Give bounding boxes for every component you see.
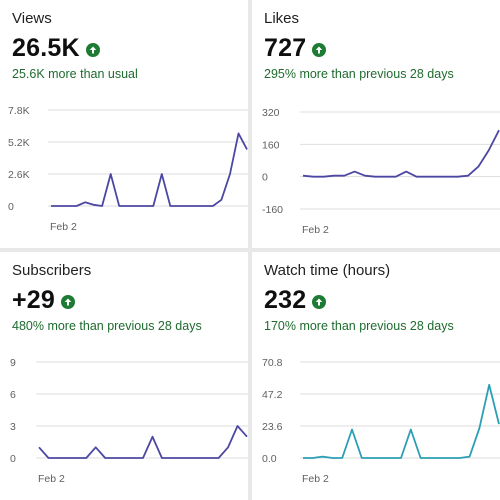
watch-time-comparison-note: 170% more than previous 28 days (264, 319, 454, 333)
likes-value: 727 (264, 34, 307, 62)
series-line (51, 132, 248, 207)
y-tick-label: 0 (10, 453, 16, 465)
y-tick-label: 6 (10, 389, 16, 401)
series-line (38, 425, 248, 459)
y-tick-label: 3 (10, 421, 16, 433)
views-value: 26.5K (12, 34, 80, 62)
views-chart: 7.8K 5.2K 2.6K 0 Feb 2 (8, 105, 248, 233)
subscribers-card[interactable]: Subscribers +29 480% more than previous … (0, 252, 248, 500)
y-tick-label: 9 (10, 357, 16, 369)
x-tick-label: Feb 2 (302, 224, 329, 236)
y-tick-label: 0.0 (262, 453, 277, 465)
series-line (303, 383, 500, 459)
subscribers-chart: 9 6 3 0 Feb 2 (10, 357, 248, 485)
y-tick-label: 7.8K (8, 105, 30, 117)
views-label: Views (12, 10, 52, 27)
arrow-up-circle-icon (85, 42, 100, 57)
watch-time-chart: 70.8 47.2 23.6 0.0 Feb 2 (262, 357, 500, 485)
subscribers-value: +29 (12, 286, 56, 314)
y-tick-label: 2.6K (8, 169, 30, 181)
views-card[interactable]: Views 26.5K 25.6K more than usual 7.8K 5.… (0, 0, 248, 248)
y-tick-label: 70.8 (262, 357, 283, 369)
arrow-up-circle-icon (312, 42, 327, 57)
likes-card[interactable]: Likes 727 295% more than previous 28 day… (252, 0, 500, 248)
watch-time-label: Watch time (hours) (264, 262, 391, 279)
y-tick-label: 5.2K (8, 137, 30, 149)
watch-time-value-row: 232 (264, 286, 327, 315)
y-tick-label: 47.2 (262, 389, 283, 401)
likes-comparison-note: 295% more than previous 28 days (264, 67, 454, 81)
arrow-up-circle-icon (312, 294, 327, 309)
watch-time-value: 232 (264, 286, 307, 314)
arrow-up-circle-icon (61, 294, 76, 309)
x-tick-label: Feb 2 (50, 221, 77, 233)
likes-label: Likes (264, 10, 300, 27)
y-tick-label: 0 (262, 172, 268, 184)
y-tick-label: -160 (262, 204, 283, 216)
likes-value-row: 727 (264, 34, 327, 63)
series-line (302, 129, 500, 178)
y-tick-label: 0 (8, 201, 14, 213)
views-value-row: 26.5K (12, 34, 100, 63)
likes-chart: 320 160 0 -160 Feb 2 (262, 107, 500, 236)
y-tick-label: 160 (262, 139, 280, 151)
y-tick-label: 320 (262, 107, 280, 119)
x-tick-label: Feb 2 (38, 473, 65, 485)
subscribers-value-row: +29 (12, 286, 76, 315)
watch-time-card[interactable]: Watch time (hours) 232 170% more than pr… (252, 252, 500, 500)
y-tick-label: 23.6 (262, 421, 283, 433)
subscribers-comparison-note: 480% more than previous 28 days (12, 319, 202, 333)
views-comparison-note: 25.6K more than usual (12, 67, 138, 81)
x-tick-label: Feb 2 (302, 473, 329, 485)
subscribers-label: Subscribers (12, 262, 92, 279)
